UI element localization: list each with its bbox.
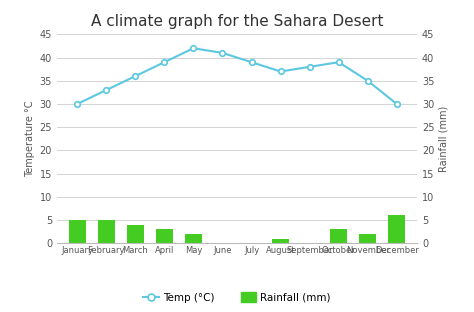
Bar <box>155 229 173 243</box>
Legend: Temp (°C), Rainfall (mm): Temp (°C), Rainfall (mm) <box>139 288 335 307</box>
Bar <box>185 234 202 243</box>
Bar <box>359 234 376 243</box>
Bar <box>330 229 347 243</box>
Y-axis label: Temperature °C: Temperature °C <box>25 100 36 177</box>
Y-axis label: Rainfall (mm): Rainfall (mm) <box>438 106 449 172</box>
Bar <box>272 239 289 243</box>
Bar <box>98 220 115 243</box>
Bar <box>388 216 405 243</box>
Title: A climate graph for the Sahara Desert: A climate graph for the Sahara Desert <box>91 14 383 29</box>
Bar <box>127 225 144 243</box>
Bar <box>69 220 86 243</box>
